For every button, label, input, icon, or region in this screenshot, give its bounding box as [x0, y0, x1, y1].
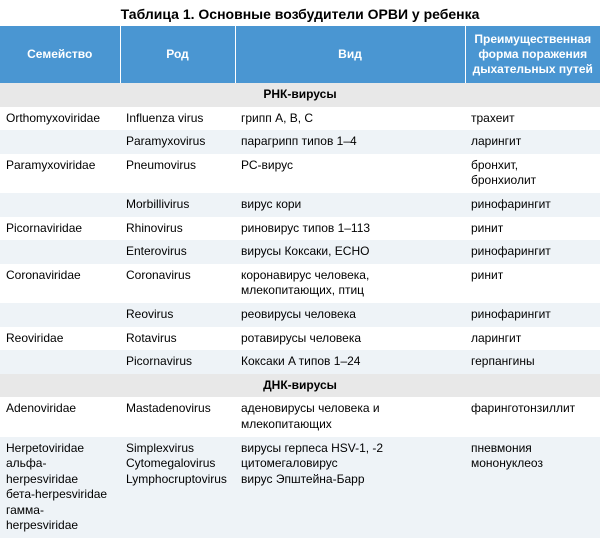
cell-species: вирус кори	[235, 193, 465, 217]
cell-genus: Picornavirus	[120, 350, 235, 374]
cell-family: Picornaviridae	[0, 217, 120, 241]
cell-species: вирусы герпеса HSV-1, -2 цитомегаловирус…	[235, 437, 465, 538]
cell-form: трахеит	[465, 107, 600, 131]
cell-genus: Mastadenovirus	[120, 397, 235, 436]
cell-genus: Pneumovirus	[120, 154, 235, 193]
table-title: Таблица 1. Основные возбудители ОРВИ у р…	[0, 0, 600, 26]
cell-genus: Coronavirus	[120, 264, 235, 303]
cell-species: ротавирусы человека	[235, 327, 465, 351]
cell-genus: Paramyxovirus	[120, 130, 235, 154]
section-row: ДНК-вирусы	[0, 374, 600, 398]
table-row: Adenoviridae Mastadenovirus аденовирусы …	[0, 397, 600, 436]
cell-genus: Rotavirus	[120, 327, 235, 351]
cell-family: Reoviridae	[0, 327, 120, 351]
table-row: Paramyxoviridae Pneumovirus РС-вирус бро…	[0, 154, 600, 193]
cell-form: фаринготонзиллит	[465, 397, 600, 436]
table-row: Reovirus реовирусы человека ринофарингит	[0, 303, 600, 327]
cell-form: ринофарингит	[465, 193, 600, 217]
table-row: Orthomyxoviridae Influenza virus грипп A…	[0, 107, 600, 131]
col-header-species: Вид	[235, 26, 465, 83]
cell-family: Paramyxoviridae	[0, 154, 120, 193]
cell-species: коронавирус человека, млекопитающих, пти…	[235, 264, 465, 303]
col-header-form: Преимущественная форма поражения дыхател…	[465, 26, 600, 83]
cell-family: Coronaviridae	[0, 264, 120, 303]
cell-species: аденовирусы человека и млекопитающих	[235, 397, 465, 436]
table-row: Paramyxovirus парагрипп типов 1–4 ларинг…	[0, 130, 600, 154]
table-row: Picornaviridae Rhinovirus риновирус типо…	[0, 217, 600, 241]
cell-family	[0, 240, 120, 264]
section-label: РНК-вирусы	[0, 83, 600, 107]
cell-species: вирусы Коксаки, ECHO	[235, 240, 465, 264]
cell-genus: Reovirus	[120, 303, 235, 327]
cell-family	[0, 303, 120, 327]
table-row: Herpetoviridae альфа-herpesviridae бета-…	[0, 437, 600, 538]
table-row: Coronaviridae Coronavirus коронавирус че…	[0, 264, 600, 303]
cell-form: ринит	[465, 264, 600, 303]
table-body: РНК-вирусы Orthomyxoviridae Influenza vi…	[0, 83, 600, 538]
cell-genus: Enterovirus	[120, 240, 235, 264]
cell-family: Herpetoviridae альфа-herpesviridae бета-…	[0, 437, 120, 538]
cell-form: бронхит, бронхиолит	[465, 154, 600, 193]
cell-form: герпангины	[465, 350, 600, 374]
cell-genus: Morbillivirus	[120, 193, 235, 217]
cell-genus: Simplexvirus Cytomegalovirus Lymphocrupt…	[120, 437, 235, 538]
section-row: РНК-вирусы	[0, 83, 600, 107]
table-row: Picornavirus Коксаки A типов 1–24 герпан…	[0, 350, 600, 374]
cell-species: Коксаки A типов 1–24	[235, 350, 465, 374]
cell-family	[0, 350, 120, 374]
cell-species: парагрипп типов 1–4	[235, 130, 465, 154]
cell-form: ринофарингит	[465, 240, 600, 264]
cell-form: ринит	[465, 217, 600, 241]
section-label: ДНК-вирусы	[0, 374, 600, 398]
header-row: Семейство Род Вид Преимущественная форма…	[0, 26, 600, 83]
cell-species: риновирус типов 1–113	[235, 217, 465, 241]
cell-genus: Influenza virus	[120, 107, 235, 131]
table-row: Morbillivirus вирус кори ринофарингит	[0, 193, 600, 217]
cell-family	[0, 130, 120, 154]
cell-species: РС-вирус	[235, 154, 465, 193]
table-row: Reoviridae Rotavirus ротавирусы человека…	[0, 327, 600, 351]
cell-family: Adenoviridae	[0, 397, 120, 436]
cell-genus: Rhinovirus	[120, 217, 235, 241]
col-header-family: Семейство	[0, 26, 120, 83]
table-row: Enterovirus вирусы Коксаки, ECHO ринофар…	[0, 240, 600, 264]
cell-family	[0, 193, 120, 217]
cell-form: ринофарингит	[465, 303, 600, 327]
cell-species: реовирусы человека	[235, 303, 465, 327]
cell-form: ларингит	[465, 327, 600, 351]
virus-table: Семейство Род Вид Преимущественная форма…	[0, 26, 600, 538]
col-header-genus: Род	[120, 26, 235, 83]
cell-form: пневмония мононуклеоз	[465, 437, 600, 538]
cell-species: грипп A, B, C	[235, 107, 465, 131]
cell-family: Orthomyxoviridae	[0, 107, 120, 131]
cell-form: ларингит	[465, 130, 600, 154]
